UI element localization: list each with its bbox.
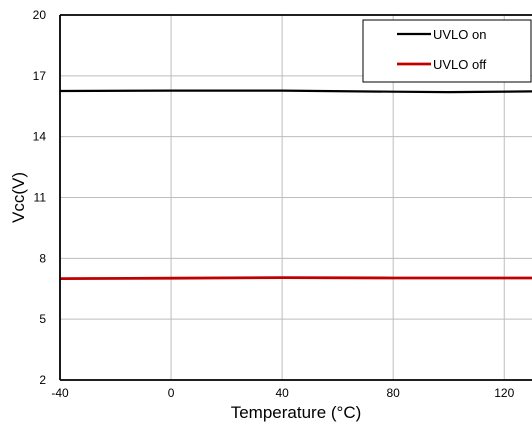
legend-label: UVLO off bbox=[433, 57, 487, 72]
x-tick-label: 40 bbox=[275, 386, 289, 400]
y-tick-label: 5 bbox=[39, 312, 46, 326]
series-layer bbox=[59, 89, 532, 280]
legend: UVLO on UVLO off bbox=[362, 19, 532, 83]
x-tick-label: 80 bbox=[386, 386, 400, 400]
legend-box bbox=[362, 19, 532, 83]
axes bbox=[59, 14, 532, 381]
x-tick-labels: -40 0 40 80 120 bbox=[51, 386, 514, 400]
x-tick-label: 120 bbox=[494, 386, 514, 400]
legend-label: UVLO on bbox=[433, 27, 486, 42]
series-line-uvlo-on bbox=[59, 89, 532, 94]
y-tick-label: 8 bbox=[39, 251, 46, 265]
x-axis-title: Temperature (°C) bbox=[231, 403, 362, 422]
y-tick-label: 2 bbox=[39, 373, 46, 387]
y-tick-labels: 2 5 8 11 14 17 20 bbox=[33, 8, 47, 387]
y-axis-title: Vcc(V) bbox=[9, 172, 28, 223]
series-line-uvlo-off bbox=[59, 276, 532, 280]
x-tick-label: -40 bbox=[51, 386, 69, 400]
y-tick-label: 20 bbox=[33, 8, 47, 22]
y-tick-label: 14 bbox=[33, 130, 47, 144]
y-tick-label: 11 bbox=[34, 191, 47, 205]
y-tick-label: 17 bbox=[33, 69, 47, 83]
x-tick-label: 0 bbox=[168, 386, 175, 400]
